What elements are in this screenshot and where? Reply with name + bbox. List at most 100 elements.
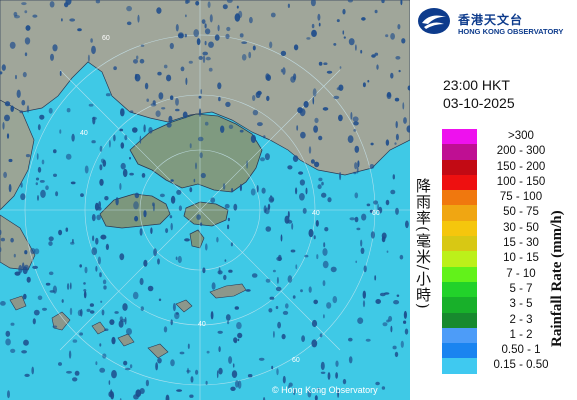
rain-echo: [282, 310, 289, 315]
rain-echo: [316, 387, 320, 391]
rain-echo: [24, 10, 28, 14]
rain-echo: [99, 164, 103, 171]
rain-echo: [268, 308, 273, 313]
rain-echo: [184, 238, 190, 242]
rain-echo: [271, 365, 274, 370]
rain-echo: [40, 189, 46, 198]
rain-echo: [299, 108, 306, 117]
rain-echo: [337, 389, 339, 398]
rain-echo: [14, 15, 20, 19]
rain-echo: [200, 222, 203, 227]
rain-echo: [155, 110, 161, 117]
rain-echo: [84, 266, 88, 274]
rain-echo: [26, 276, 31, 283]
legend-label: 3 - 5: [509, 298, 533, 311]
rain-echo: [296, 125, 299, 131]
rain-echo: [152, 203, 155, 212]
legend-swatch: [442, 266, 477, 282]
rain-echo: [281, 333, 286, 340]
legend-swatch: [442, 159, 477, 175]
rain-echo: [185, 14, 187, 18]
legend-panel: 香港天文台 HONG KONG OBSERVATORY 23:00 HKT 03…: [410, 0, 577, 400]
rain-echo: [266, 95, 270, 102]
rain-echo: [91, 214, 96, 222]
rain-echo: [228, 269, 233, 273]
rain-echo: [303, 101, 309, 108]
rain-echo: [37, 124, 41, 131]
rain-echo: [313, 299, 319, 305]
rain-echo: [378, 206, 383, 214]
rain-echo: [307, 390, 312, 398]
rain-echo: [178, 205, 182, 211]
rain-echo: [275, 286, 282, 292]
rain-echo: [114, 311, 119, 314]
legend-label: 15 - 30: [503, 237, 539, 250]
rain-echo: [145, 379, 149, 387]
rain-echo: [98, 201, 101, 209]
rain-echo: [185, 0, 189, 4]
rain-echo: [293, 387, 296, 396]
rain-echo: [318, 177, 323, 182]
rain-echo: [8, 184, 12, 193]
rain-echo: [99, 145, 103, 152]
rain-echo: [139, 277, 144, 286]
rain-echo: [251, 273, 258, 278]
legend-swatch: [442, 220, 477, 237]
rain-echo: [381, 386, 386, 390]
rain-echo: [313, 235, 316, 240]
rain-echo: [323, 242, 326, 248]
rain-echo: [122, 303, 128, 311]
rain-echo: [322, 248, 328, 256]
rain-echo: [72, 377, 78, 382]
rain-echo: [140, 44, 145, 47]
rain-echo: [400, 340, 404, 348]
rain-echo: [317, 13, 321, 21]
rain-echo: [189, 143, 192, 149]
rain-echo: [264, 153, 270, 161]
rain-echo: [23, 293, 27, 300]
rain-echo: [369, 164, 375, 169]
lamma-island: [189, 229, 205, 249]
rain-echo: [158, 298, 162, 302]
rain-echo: [155, 362, 159, 371]
rain-echo: [260, 157, 265, 162]
rain-echo: [339, 66, 342, 69]
rain-echo: [252, 109, 259, 116]
rain-echo: [33, 309, 40, 316]
rain-echo: [295, 187, 298, 195]
rain-echo: [324, 227, 329, 232]
rain-echo: [217, 270, 223, 275]
rain-echo: [333, 43, 337, 46]
rain-echo: [272, 269, 276, 273]
rain-echo: [250, 188, 256, 196]
rain-echo: [196, 38, 201, 46]
rain-echo: [169, 215, 173, 219]
legend-label: 1 - 2: [509, 328, 533, 341]
rain-echo: [381, 0, 385, 4]
rain-echo: [299, 193, 305, 201]
legend-row: 30 - 50: [442, 220, 562, 237]
rain-echo: [276, 276, 279, 284]
western-peninsula: [0, 214, 36, 271]
rain-echo: [32, 318, 36, 325]
rain-echo: [308, 286, 312, 293]
rain-echo: [158, 92, 164, 100]
rain-echo: [285, 303, 289, 309]
rain-echo: [175, 108, 180, 112]
rain-echo: [178, 32, 184, 37]
rain-echo: [133, 201, 139, 210]
rain-echo: [104, 196, 109, 201]
rain-echo: [68, 350, 72, 359]
rain-echo: [282, 67, 286, 75]
rain-echo: [175, 24, 179, 32]
rain-echo: [311, 319, 318, 328]
rain-echo: [91, 45, 96, 55]
legend-label: 2 - 3: [509, 313, 533, 326]
rain-echo: [32, 265, 38, 269]
rain-echo: [189, 394, 194, 398]
rain-echo: [206, 350, 210, 354]
rain-echo: [111, 336, 116, 345]
legend-row: 0.50 - 1: [442, 343, 562, 359]
rain-echo: [153, 248, 158, 257]
rain-echo: [45, 185, 49, 190]
